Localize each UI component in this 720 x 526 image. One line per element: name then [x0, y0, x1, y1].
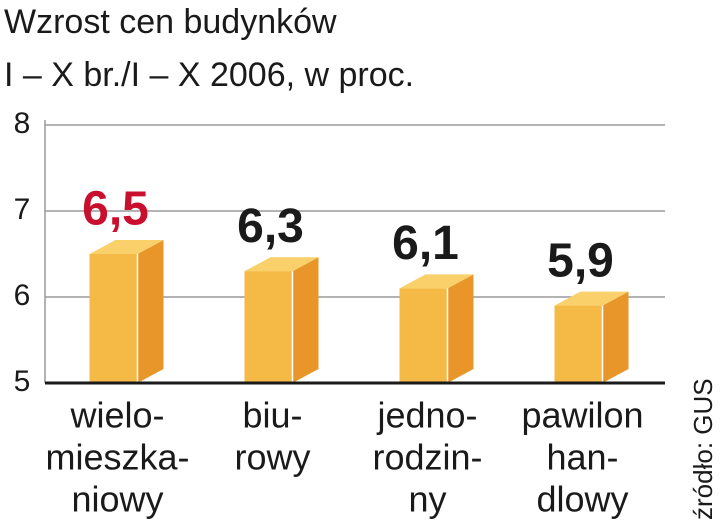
bar-top: [399, 274, 474, 289]
value-label: 6,3: [237, 200, 304, 253]
x-tick-label: ny: [408, 479, 446, 520]
y-tick-label: 7: [14, 193, 31, 226]
x-tick-label: pawilon: [521, 395, 643, 436]
bar-side: [602, 291, 629, 383]
bar-side: [447, 274, 474, 383]
value-label: 6,1: [392, 217, 459, 270]
value-label: 5,9: [547, 234, 614, 287]
bar-top: [554, 291, 629, 306]
x-tick-label: wielo-: [69, 395, 164, 436]
y-tick-label: 5: [14, 365, 31, 398]
bar-top: [89, 240, 164, 254]
bar-top: [244, 257, 319, 272]
bar-side: [292, 257, 319, 383]
value-label: 6,5: [82, 183, 149, 236]
y-tick-label: 8: [14, 107, 31, 140]
bar: [554, 305, 603, 383]
x-tick-label: mieszka-: [45, 437, 189, 478]
bar: [244, 271, 293, 383]
source-note: źródło: GUS: [688, 378, 718, 520]
x-tick-label: rodzin-: [372, 437, 482, 478]
y-tick-label: 6: [14, 279, 31, 312]
x-tick-label: han-: [546, 437, 618, 478]
x-tick-label: jedno-: [376, 395, 477, 436]
bar: [399, 288, 448, 383]
chart-subtitle: I – X br./I – X 2006, w proc.: [4, 56, 414, 94]
x-tick-label: dlowy: [536, 479, 628, 520]
bar: [89, 254, 138, 383]
bar-side: [137, 240, 164, 383]
chart-title: Wzrost cen budynków: [4, 3, 337, 41]
x-tick-label: rowy: [234, 437, 310, 478]
x-tick-label: biu-: [242, 395, 302, 436]
x-tick-label: niowy: [71, 479, 163, 520]
